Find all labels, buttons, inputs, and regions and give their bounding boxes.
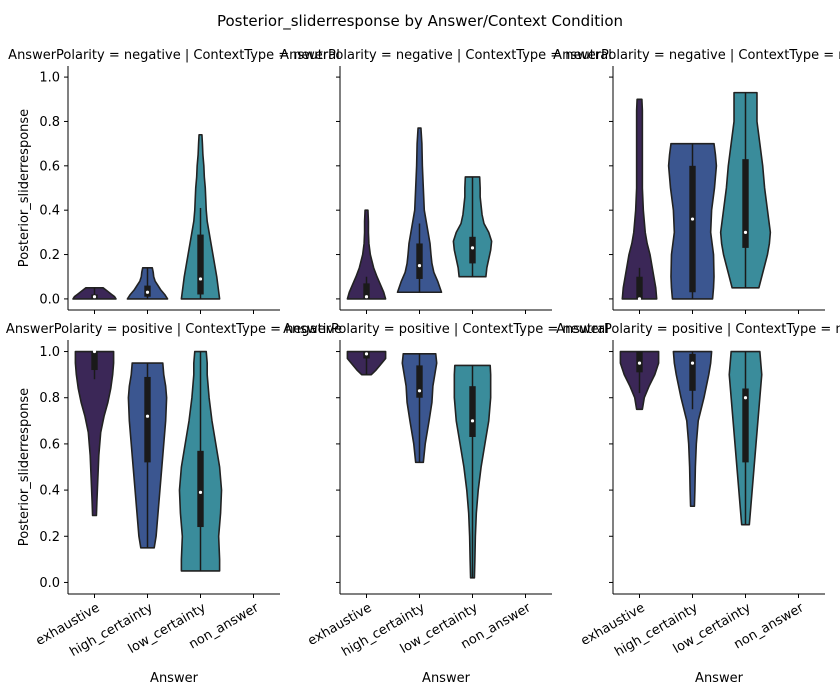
violin-iqr-box [197, 234, 204, 295]
violin-median-dot [92, 295, 97, 299]
violin-median-dot [470, 419, 475, 423]
y-tick-label: 0.4 [39, 484, 60, 499]
violin-median-dot [145, 414, 150, 418]
panel-title: AnswerPolarity = positive | ContextType … [283, 322, 609, 337]
panel-title: AnswerPolarity = negative | ContextType … [280, 48, 612, 63]
y-tick-label: 0.8 [39, 115, 60, 130]
x-axis-label: Answer [150, 671, 199, 686]
violin-median-dot [417, 264, 422, 268]
violin-iqr-box [742, 388, 749, 463]
y-tick-label: 0.2 [39, 248, 60, 263]
violin-iqr-box [144, 376, 151, 463]
violin-iqr-box [689, 353, 696, 391]
y-tick-label: 0.2 [39, 530, 60, 545]
violin-iqr-box [742, 159, 749, 248]
y-tick-label: 0.8 [39, 391, 60, 406]
violin-exhaustive [346, 209, 387, 300]
violin-iqr-box [689, 165, 696, 293]
facet-panel-1: AnswerPolarity = negative | ContextType … [8, 48, 340, 314]
figure-suptitle: Posterior_sliderresponse by Answer/Conte… [217, 12, 623, 31]
y-tick-label: 0.6 [39, 159, 60, 174]
facet-panel-4: AnswerPolarity = positive | ContextType … [6, 322, 342, 686]
y-axis-label: Posterior_sliderresponse [17, 109, 32, 267]
facet-panel-6: AnswerPolarity = positive | ContextType … [556, 322, 840, 686]
violin-median-dot [198, 277, 203, 281]
violin-high_certainty [396, 127, 443, 294]
y-tick-label: 1.0 [39, 345, 60, 360]
y-tick-label: 1.0 [39, 71, 60, 86]
violin-median-dot [743, 396, 748, 400]
violin-median-dot [92, 349, 97, 354]
violin-iqr-box [416, 365, 423, 398]
violin-median-dot [417, 389, 422, 393]
violin-median-dot [690, 361, 695, 365]
y-tick-label: 0.4 [39, 204, 60, 219]
violin-iqr-box [636, 276, 643, 299]
facet-panel-3: AnswerPolarity = negative | ContextType … [553, 48, 840, 314]
facet-panel-5: AnswerPolarity = positive | ContextType … [283, 322, 609, 686]
y-tick-label: 0.0 [39, 292, 60, 307]
violin-median-dot [637, 297, 642, 301]
violin-median-dot [198, 490, 203, 494]
y-tick-label: 0.6 [39, 437, 60, 452]
violin-exhaustive [74, 350, 115, 517]
violin-iqr-box [416, 243, 423, 279]
violin-high_certainty [672, 350, 713, 508]
violin-iqr-box [197, 450, 204, 528]
panel-title: AnswerPolarity = positive | ContextType … [556, 322, 840, 337]
x-axis-label: Answer [695, 671, 744, 686]
y-axis-label: Posterior_sliderresponse [17, 388, 32, 546]
panel-title: AnswerPolarity = positive | ContextType … [6, 322, 342, 337]
violin-median-dot [743, 230, 748, 234]
violin-median-dot [470, 246, 475, 250]
panel-title: AnswerPolarity = negative | ContextType … [8, 48, 340, 63]
violin-median-dot [364, 295, 369, 299]
violin-iqr-box [469, 236, 476, 264]
violin-median-dot [364, 352, 369, 356]
violin-exhaustive [621, 98, 658, 300]
violin-iqr-box [363, 283, 370, 299]
violin-iqr-box [469, 386, 476, 437]
violin-median-dot [690, 217, 695, 221]
violin-median-dot [637, 361, 642, 365]
panel-title: AnswerPolarity = negative | ContextType … [553, 48, 840, 63]
x-axis-label: Answer [422, 671, 471, 686]
facet-panel-2: AnswerPolarity = negative | ContextType … [280, 48, 612, 314]
panels-group: AnswerPolarity = negative | ContextType … [6, 48, 840, 686]
violin-median-dot [145, 290, 150, 294]
violin-iqr-box [91, 351, 98, 371]
y-tick-label: 0.0 [39, 576, 60, 591]
